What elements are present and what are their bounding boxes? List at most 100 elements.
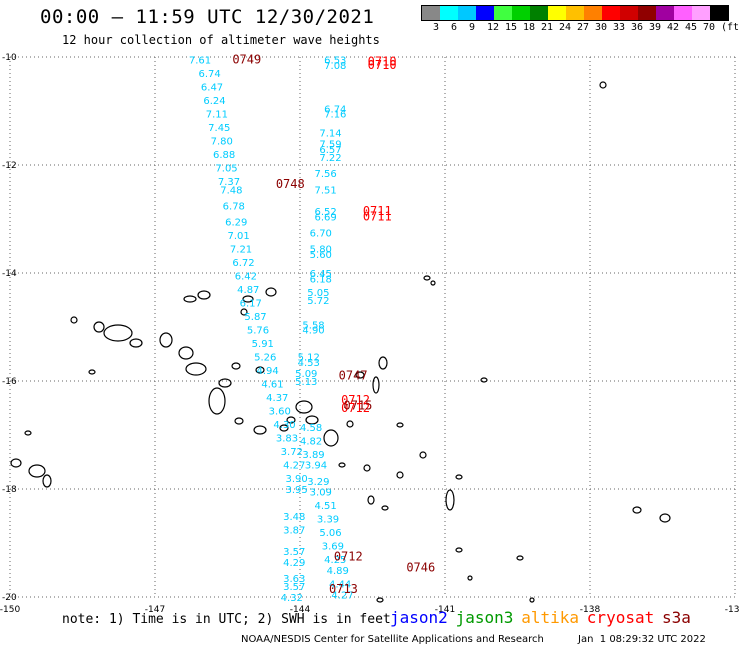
wave-height-label: 6.69 (315, 212, 337, 223)
wave-height-label: 7.45 (208, 123, 230, 134)
wave-height-label: 4.61 (261, 380, 283, 391)
scale-label: 18 (523, 22, 536, 33)
island-outline (253, 425, 267, 435)
data-labels: 7.61 6.74 6.47 6.24 7.11 7.45 7.80 6.88 7.05 7.37… (189, 53, 435, 604)
time-tag: 0713 (329, 582, 358, 596)
wave-height-label: 3.29 (307, 477, 329, 488)
scale-swatch (620, 6, 638, 20)
wave-height-label: 7.48 (220, 185, 242, 196)
time-tag: 0712 (341, 393, 370, 407)
wave-height-label: 3.89 (302, 450, 324, 461)
scale-label: 9 (469, 22, 476, 33)
wave-height-label: 4.87 (237, 285, 259, 296)
island-outline (10, 458, 22, 468)
wave-height-label: 3.39 (317, 515, 339, 526)
wave-height-label: 4.27 (283, 461, 305, 472)
y-tick-label: -18 (2, 485, 17, 495)
island-outline (286, 416, 296, 424)
island-outline (445, 489, 455, 511)
x-tick-label: -141 (435, 605, 455, 615)
wave-height-label: 6.52 (315, 207, 337, 218)
wave-height-label: 4.51 (315, 501, 337, 512)
wave-height-label: 7.08 (324, 61, 346, 72)
wave-height-label: 6.78 (223, 202, 245, 213)
island-outline (93, 321, 105, 333)
scale-label: 12 (487, 22, 500, 33)
island-outline (378, 356, 388, 370)
island-outline (430, 280, 436, 286)
wave-height-label: 6.24 (203, 96, 225, 107)
island-outline (323, 429, 339, 447)
wave-height-label: 7.01 (228, 231, 250, 242)
x-tick-label: -147 (145, 605, 165, 615)
wave-height-label: 6.42 (235, 272, 257, 283)
scale-swatch (710, 6, 728, 20)
legend-jason3: jason3 (455, 608, 514, 627)
island-outline (183, 295, 197, 303)
wave-height-label: 4.94 (257, 366, 279, 377)
color-scale (421, 5, 729, 21)
wave-height-label: 6.47 (201, 83, 223, 94)
scale-label: 21 (541, 22, 554, 33)
time-tag: 0748 (276, 177, 305, 191)
wave-height-label: 4.44 (329, 580, 351, 591)
chart-subtitle: 12 hour collection of altimeter wave hei… (62, 33, 380, 47)
wave-height-label: 6.17 (240, 299, 262, 310)
wave-height-label: 6.88 (213, 150, 235, 161)
scale-label: 15 (505, 22, 518, 33)
island-outline (295, 400, 313, 414)
scale-label: 39 (649, 22, 662, 33)
wave-height-label: 7.22 (319, 153, 341, 164)
island-outline (129, 338, 143, 348)
island-outline (24, 430, 32, 436)
generated-timestamp: Jan 1 08:29:32 UTC 2022 (578, 634, 706, 645)
wave-height-label: 5.12 (298, 353, 320, 364)
island-outline (265, 287, 277, 297)
wave-height-label: 4.89 (327, 566, 349, 577)
island-outline (659, 513, 671, 523)
y-tick-label: -16 (2, 377, 17, 387)
wave-height-label: 7.11 (206, 110, 228, 121)
island-outline (240, 308, 248, 316)
island-outline (103, 324, 133, 342)
island-outline (516, 555, 524, 561)
time-tag: 0749 (232, 53, 261, 67)
scale-label: 27 (577, 22, 590, 33)
wave-height-label: 4.29 (283, 558, 305, 569)
y-tick-label: -10 (2, 53, 17, 63)
scale-label: 42 (667, 22, 680, 33)
scale-swatch (656, 6, 674, 20)
time-tag: 0710 (368, 54, 397, 68)
wave-height-label: 7.51 (315, 185, 337, 196)
scale-swatch (674, 6, 692, 20)
scale-label: 24 (559, 22, 572, 33)
island-outline (88, 369, 96, 375)
wave-height-label: 5.13 (295, 377, 317, 388)
wave-height-label: 4.25 (324, 555, 346, 566)
wave-height-label: 3.57 (283, 547, 305, 558)
wave-height-label: 3.63 (283, 574, 305, 585)
wave-height-label: 7.16 (324, 110, 346, 121)
wave-height-label: 4.27 (331, 590, 353, 601)
island-outline (372, 376, 380, 394)
time-tag: 0711 (363, 204, 392, 218)
island-outline (346, 420, 354, 428)
island-outline (231, 362, 241, 370)
island-outline (529, 597, 535, 603)
island-outline (367, 495, 375, 505)
scale-swatch (638, 6, 656, 20)
time-tag: 0711 (363, 209, 392, 223)
scale-swatch (548, 6, 566, 20)
island-outline (279, 424, 289, 432)
island-outline (455, 547, 463, 553)
island-outline (381, 505, 389, 511)
scale-swatch (440, 6, 458, 20)
map-grid (9, 56, 736, 598)
wave-height-label: 3.09 (310, 488, 332, 499)
wave-height-label: 5.76 (247, 326, 269, 337)
wave-height-label: 5.60 (310, 250, 332, 261)
wave-height-label: 4.90 (302, 326, 324, 337)
wave-height-label: 3.72 (281, 447, 303, 458)
wave-height-label: 6.74 (324, 104, 346, 115)
